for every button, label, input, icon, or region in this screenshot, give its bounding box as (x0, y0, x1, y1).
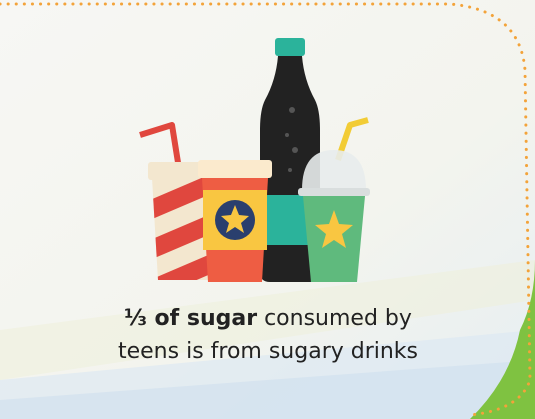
streak (0, 360, 535, 419)
green-cup (298, 117, 370, 282)
striped-cup (139, 122, 218, 280)
green-shape (470, 260, 535, 419)
caption-text: consumed by (264, 306, 412, 331)
orange-cup (198, 160, 272, 282)
caption-highlight: ⅓ of sugar (124, 306, 257, 331)
caption-line-2: teens is from sugary drinks (118, 339, 418, 364)
caption-line-1: ⅓ of sugar consumed by (124, 306, 412, 331)
streak (0, 260, 535, 380)
